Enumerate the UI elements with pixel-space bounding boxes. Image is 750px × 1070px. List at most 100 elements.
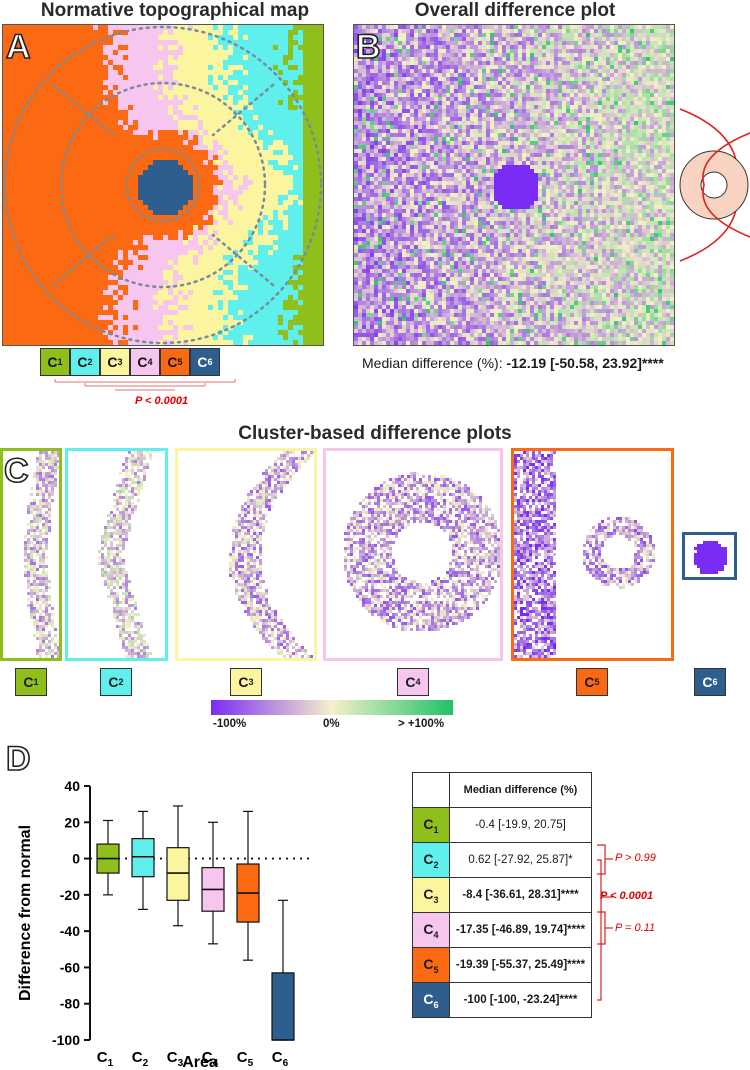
panel-b-title: Overall difference plot bbox=[414, 0, 616, 21]
cluster-plot-c3 bbox=[175, 448, 317, 661]
difference-plot-canvas bbox=[354, 25, 674, 345]
significance-brackets bbox=[54, 379, 236, 391]
y-tick-label: 0 bbox=[72, 851, 80, 867]
table-row: C1 -0.4 [-19.9, 20.75] bbox=[412, 807, 592, 843]
cluster-canvas-c2 bbox=[98, 451, 152, 658]
table-corner bbox=[412, 772, 450, 808]
panel-c-letter: C bbox=[3, 452, 29, 490]
row-label-c1: C1 bbox=[412, 807, 450, 843]
y-tick-label: -80 bbox=[60, 996, 80, 1012]
cluster-canvas-c6 bbox=[694, 541, 727, 574]
row-value: -0.4 [-19.9, 20.75] bbox=[449, 807, 592, 843]
colorbar-max-label: > +100% bbox=[398, 718, 445, 730]
table-header: Median difference (%) bbox=[449, 772, 592, 808]
table-row: C3 -8.4 [-36.61, 28.31]**** bbox=[412, 877, 592, 913]
p-value-c4-c5: P = 0.11 bbox=[615, 922, 656, 934]
table-header-row: Median difference (%) bbox=[412, 772, 592, 808]
y-axis-label: Difference from normal bbox=[17, 825, 34, 1001]
box-c2 bbox=[131, 810, 155, 910]
x-tick-label: C2 bbox=[132, 1049, 149, 1069]
colorbar bbox=[211, 700, 453, 715]
cluster-canvas-c1 bbox=[24, 451, 59, 658]
box-plot-chart: 40 20 0 -20 -40 -60 -80 -100 Difference from nor… bbox=[17, 780, 310, 1070]
row-value: 0.62 [-27.92, 25.87]* bbox=[449, 842, 592, 878]
cluster-canvas-c4 bbox=[344, 472, 500, 631]
box-c3 bbox=[166, 805, 190, 927]
x-tick-label: C5 bbox=[237, 1049, 254, 1069]
row-label-c6: C6 bbox=[412, 982, 450, 1018]
colorbar-mid-label: 0% bbox=[323, 718, 340, 730]
median-value: -12.19 [-50.58, 23.92]**** bbox=[506, 355, 664, 371]
p-value-a: P < 0.0001 bbox=[135, 395, 189, 407]
x-tick-label: C6 bbox=[272, 1049, 289, 1069]
cluster-pixels bbox=[24, 451, 59, 658]
cluster-pixels bbox=[98, 451, 152, 658]
table-row: C6 -100 [-100, -23.24]**** bbox=[412, 982, 592, 1018]
panel-a-letter: A bbox=[5, 28, 31, 66]
cluster-plot-c4 bbox=[323, 448, 503, 661]
row-value: -19.39 [-55.37, 25.49]**** bbox=[449, 947, 592, 983]
table-body: C1 -0.4 [-19.9, 20.75] C2 0.62 [-27.92, 25.… bbox=[412, 807, 592, 1018]
panel-c-title: Cluster-based difference plots bbox=[238, 423, 512, 444]
y-tick-label: 20 bbox=[64, 814, 80, 830]
box-c5 bbox=[236, 810, 260, 961]
x-tick-label: C3 bbox=[167, 1049, 184, 1069]
y-tick-label: -20 bbox=[60, 887, 80, 903]
cluster-pixels bbox=[694, 541, 727, 574]
difference-pixels bbox=[354, 25, 674, 345]
map-pixels bbox=[3, 25, 323, 345]
table-significance-brackets bbox=[597, 844, 613, 1001]
row-label-c4: C4 bbox=[412, 912, 450, 948]
y-tick-label: -40 bbox=[60, 923, 80, 939]
cluster-pixels bbox=[514, 451, 655, 658]
box-c1 bbox=[96, 819, 120, 896]
row-label-c2: C2 bbox=[412, 842, 450, 878]
box-iqr bbox=[131, 838, 155, 878]
eye-schematic-icon bbox=[679, 108, 750, 262]
overall-median-difference: Median difference (%): -12.19 [-50.58, 2… bbox=[362, 355, 664, 371]
box-c4 bbox=[201, 821, 225, 945]
table-row: C2 0.62 [-27.92, 25.87]* bbox=[412, 842, 592, 878]
y-tick-label: 40 bbox=[64, 780, 80, 794]
median-label: Median difference (%): bbox=[362, 355, 507, 371]
row-label-c5: C5 bbox=[412, 947, 450, 983]
p-value-c3-c6: P < 0.0001 bbox=[600, 890, 654, 902]
row-value: -8.4 [-36.61, 28.31]**** bbox=[449, 877, 592, 913]
cluster-canvas-c3 bbox=[229, 451, 314, 658]
cluster-plot-c2 bbox=[65, 448, 168, 661]
row-label-c3: C3 bbox=[412, 877, 450, 913]
normative-topographical-map bbox=[2, 24, 324, 346]
cluster-plot-c6 bbox=[682, 532, 737, 580]
x-axis-label: Area bbox=[182, 1054, 218, 1070]
box-iqr bbox=[166, 847, 190, 901]
panel-d-letter: D bbox=[5, 740, 31, 778]
panel-a-title: Normative topographical map bbox=[40, 0, 310, 21]
cluster-canvas-c5 bbox=[514, 451, 655, 658]
overall-difference-plot bbox=[353, 24, 675, 346]
panel-b-letter: B bbox=[355, 28, 381, 66]
cluster-pixels bbox=[229, 451, 314, 658]
row-value: -100 [-100, -23.24]**** bbox=[449, 982, 592, 1018]
y-tick-label: -100 bbox=[52, 1032, 80, 1048]
median-difference-table: Median difference (%) C1 -0.4 [-19.9, 20.… bbox=[412, 772, 592, 1018]
box-iqr bbox=[271, 972, 295, 1041]
colorbar-min-label: -100% bbox=[213, 718, 247, 730]
x-tick-label: C1 bbox=[97, 1049, 114, 1069]
p-value-c1-c2: P > 0.99 bbox=[615, 852, 656, 864]
row-value: -17.35 [-46.89, 19.74]**** bbox=[449, 912, 592, 948]
box-c6 bbox=[271, 899, 295, 1041]
